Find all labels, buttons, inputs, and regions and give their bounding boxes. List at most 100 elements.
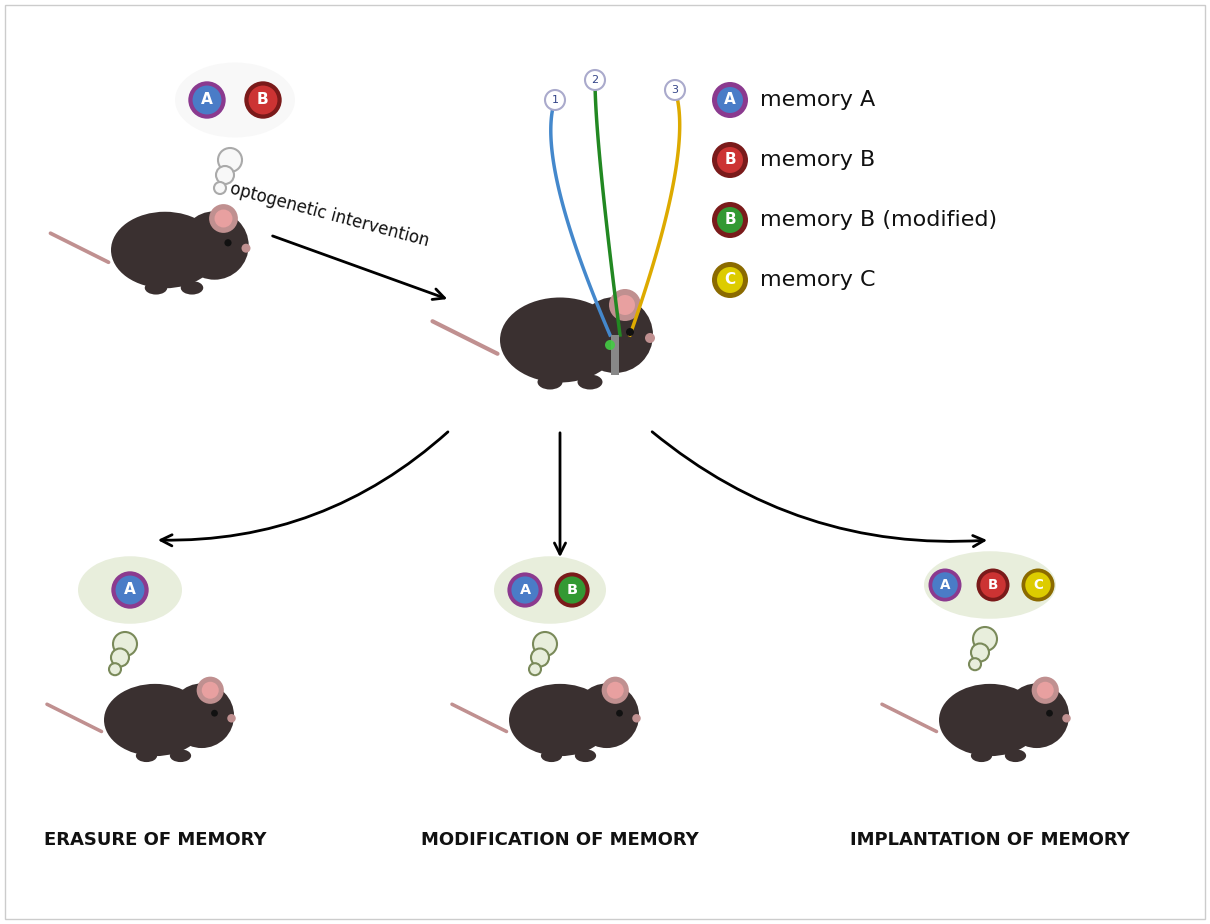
Ellipse shape	[970, 749, 992, 762]
Circle shape	[136, 567, 155, 587]
Circle shape	[111, 649, 129, 666]
Circle shape	[980, 587, 1001, 607]
Text: IMPLANTATION OF MEMORY: IMPLANTATION OF MEMORY	[851, 831, 1130, 849]
Ellipse shape	[104, 684, 206, 756]
Circle shape	[711, 82, 748, 118]
Circle shape	[242, 244, 250, 252]
Circle shape	[555, 592, 576, 612]
Circle shape	[666, 80, 685, 100]
Text: A: A	[125, 582, 136, 598]
Text: A: A	[940, 578, 950, 592]
Circle shape	[953, 581, 974, 601]
Circle shape	[976, 568, 1009, 602]
Circle shape	[1032, 676, 1059, 704]
Circle shape	[258, 89, 281, 111]
Circle shape	[136, 593, 155, 613]
Text: memory A: memory A	[760, 90, 875, 110]
Circle shape	[146, 573, 167, 592]
Text: A: A	[519, 583, 530, 597]
Circle shape	[513, 587, 534, 607]
Circle shape	[558, 577, 586, 603]
Circle shape	[932, 572, 958, 598]
Circle shape	[195, 80, 217, 103]
Circle shape	[525, 568, 544, 588]
Circle shape	[180, 212, 249, 280]
Circle shape	[718, 87, 743, 113]
Circle shape	[1025, 572, 1050, 598]
Circle shape	[566, 573, 587, 593]
Circle shape	[711, 202, 748, 238]
Circle shape	[512, 577, 538, 603]
Circle shape	[575, 684, 639, 748]
Circle shape	[207, 103, 229, 125]
Text: A: A	[201, 92, 213, 107]
Circle shape	[1004, 684, 1070, 748]
Circle shape	[150, 580, 171, 600]
Circle shape	[218, 148, 242, 172]
Circle shape	[571, 580, 590, 600]
Circle shape	[1007, 569, 1026, 590]
Circle shape	[227, 714, 236, 723]
Circle shape	[224, 239, 231, 247]
Circle shape	[601, 676, 629, 704]
Circle shape	[525, 592, 544, 612]
Circle shape	[1010, 575, 1031, 595]
Circle shape	[507, 572, 542, 608]
Circle shape	[718, 147, 743, 173]
Circle shape	[531, 649, 549, 666]
Circle shape	[189, 81, 226, 118]
Circle shape	[90, 580, 109, 600]
Circle shape	[544, 90, 565, 110]
Circle shape	[115, 576, 144, 604]
Circle shape	[253, 97, 276, 119]
Circle shape	[964, 565, 985, 585]
Circle shape	[995, 565, 1015, 585]
Text: optogenetic intervention: optogenetic intervention	[229, 180, 432, 250]
Circle shape	[718, 267, 743, 293]
Circle shape	[244, 81, 282, 118]
Circle shape	[211, 710, 218, 717]
Ellipse shape	[500, 298, 620, 383]
Bar	[611, 335, 620, 375]
Circle shape	[609, 289, 641, 321]
Circle shape	[584, 70, 605, 90]
Circle shape	[566, 587, 587, 607]
Circle shape	[980, 572, 1006, 598]
Circle shape	[554, 572, 589, 608]
Ellipse shape	[111, 212, 219, 288]
Circle shape	[964, 585, 985, 605]
Circle shape	[224, 73, 246, 95]
Circle shape	[718, 207, 743, 233]
Circle shape	[928, 568, 962, 602]
Ellipse shape	[175, 63, 295, 138]
Text: 2: 2	[592, 75, 599, 85]
Text: memory B (modified): memory B (modified)	[760, 210, 997, 230]
Ellipse shape	[494, 556, 606, 624]
Circle shape	[626, 328, 634, 336]
Ellipse shape	[145, 281, 167, 295]
Circle shape	[214, 182, 226, 194]
Circle shape	[605, 340, 615, 350]
Circle shape	[241, 75, 264, 97]
Ellipse shape	[924, 552, 1056, 619]
Circle shape	[120, 595, 140, 615]
Circle shape	[197, 676, 224, 704]
Circle shape	[616, 710, 623, 717]
Circle shape	[995, 585, 1015, 605]
Circle shape	[540, 594, 560, 614]
Circle shape	[970, 643, 989, 662]
Circle shape	[555, 568, 576, 588]
Text: A: A	[724, 92, 736, 107]
Circle shape	[169, 684, 234, 748]
Text: C: C	[725, 273, 736, 287]
Circle shape	[540, 566, 560, 586]
Text: 1: 1	[552, 95, 559, 105]
Text: B: B	[725, 213, 736, 227]
Text: 3: 3	[672, 85, 679, 95]
Text: C: C	[1033, 578, 1043, 592]
Ellipse shape	[939, 684, 1041, 756]
Circle shape	[195, 97, 217, 119]
Circle shape	[120, 565, 140, 585]
Circle shape	[532, 632, 557, 656]
Ellipse shape	[180, 281, 203, 295]
